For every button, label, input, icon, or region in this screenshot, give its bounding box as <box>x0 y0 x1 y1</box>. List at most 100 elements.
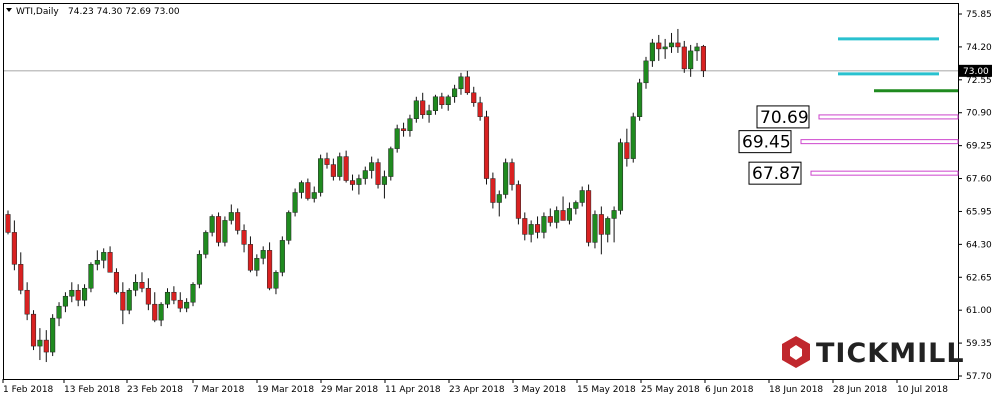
candle-up <box>126 289 132 311</box>
candle-up <box>637 82 643 117</box>
candle-up <box>381 176 387 185</box>
candle-up <box>541 216 547 233</box>
candle-down <box>439 96 445 105</box>
x-tick-label: 11 Apr 2018 <box>385 385 441 395</box>
candle-down <box>471 92 477 104</box>
y-tick-label: 59.35 <box>966 339 992 349</box>
candle-up <box>203 232 209 255</box>
candle-up <box>579 190 585 203</box>
level-label-box <box>756 105 810 129</box>
x-tick-label: 28 Jun 2018 <box>833 385 887 395</box>
tickmill-logo: TICKMILL <box>782 336 965 369</box>
y-tick-label: 64.30 <box>966 240 992 250</box>
candle-down <box>107 252 113 273</box>
candle-up <box>407 118 413 131</box>
candle-up <box>445 96 451 105</box>
triangle-down-icon[interactable] <box>6 8 12 12</box>
candle-up <box>643 60 649 84</box>
x-tick-label: 18 Jun 2018 <box>769 385 823 395</box>
candle-up <box>605 218 611 235</box>
candle-up <box>286 212 292 241</box>
ohlc-values: 74.23 74.30 72.69 73.00 <box>68 7 180 17</box>
candle-series <box>5 28 706 363</box>
candle-up <box>82 287 88 301</box>
candle-up <box>554 210 560 223</box>
candle-up <box>311 192 317 199</box>
candle-up <box>432 96 439 111</box>
candle-up <box>222 220 228 243</box>
x-axis: 1 Feb 2018 13 Feb 2018 23 Feb 2018 7 Mar 20… <box>2 379 948 395</box>
candle-down <box>656 42 662 50</box>
x-tick-label: 25 May 2018 <box>641 385 700 395</box>
candle-up <box>528 224 534 235</box>
candle-up <box>158 303 164 321</box>
candle-down <box>145 287 151 305</box>
candle-down <box>5 214 11 233</box>
candle-down <box>120 291 126 311</box>
x-tick-label: 29 Mar 2018 <box>321 385 378 395</box>
level-label: 70.69 <box>760 108 809 128</box>
level-label: 69.45 <box>742 133 791 153</box>
y-tick-label: 67.60 <box>966 175 992 185</box>
x-tick-label: 13 Feb 2018 <box>64 385 120 395</box>
candle-up <box>388 148 394 177</box>
candle-up <box>573 202 579 209</box>
candle-up <box>362 170 368 179</box>
candle-down <box>522 218 528 235</box>
candle-down <box>349 180 356 185</box>
candle-down <box>420 100 426 115</box>
candle-up <box>694 46 700 52</box>
candle-up <box>426 110 432 115</box>
candle-up <box>452 88 458 98</box>
candle-up <box>37 339 43 347</box>
candle-up <box>496 194 502 203</box>
candle-down <box>235 212 241 231</box>
x-tick-label: 23 Feb 2018 <box>127 385 183 395</box>
level-line <box>818 114 959 120</box>
candle-down <box>24 289 30 315</box>
candle-up <box>298 182 305 193</box>
candle-down <box>675 42 681 48</box>
candle-down <box>375 162 381 185</box>
candle-down <box>177 299 183 309</box>
candle-down <box>11 232 17 265</box>
candle-up <box>101 252 107 261</box>
plot-frame <box>3 3 959 380</box>
candle-down <box>215 216 222 243</box>
y-tick-label: 70.90 <box>966 109 992 119</box>
candle-up <box>318 158 324 193</box>
x-tick-label: 7 Mar 2018 <box>193 385 245 395</box>
x-tick-label: 15 May 2018 <box>577 385 636 395</box>
candle-up <box>164 291 171 305</box>
candle-down <box>464 76 470 94</box>
brand-name: TICKMILL <box>816 338 965 369</box>
symbol-label: WTI,Daily <box>16 7 59 17</box>
y-tick-label: 74.20 <box>966 43 992 53</box>
candle-up <box>337 156 343 177</box>
candle-up <box>260 250 266 259</box>
candle-up <box>458 76 464 90</box>
y-tick-label: 65.95 <box>966 207 992 217</box>
level-line <box>800 139 959 145</box>
candle-down <box>43 339 49 353</box>
candle-up <box>279 240 285 273</box>
candle-down <box>509 162 515 185</box>
candle-up <box>273 272 279 289</box>
y-tick-label: 72.55 <box>966 76 992 86</box>
candle-up <box>196 254 202 285</box>
candle-down <box>324 158 330 165</box>
candle-down <box>267 250 273 289</box>
candle-up <box>184 301 190 309</box>
candle-down <box>515 184 521 219</box>
candle-up <box>254 258 260 271</box>
candle-down <box>247 244 253 271</box>
candle-up <box>503 162 509 195</box>
candle-down <box>586 190 592 243</box>
x-tick-label: 1 Feb 2018 <box>3 385 54 395</box>
candle-down <box>534 224 541 233</box>
candle-up <box>662 46 668 50</box>
candle-up <box>592 214 598 243</box>
candle-down <box>490 178 496 203</box>
level-lines <box>800 37 959 176</box>
